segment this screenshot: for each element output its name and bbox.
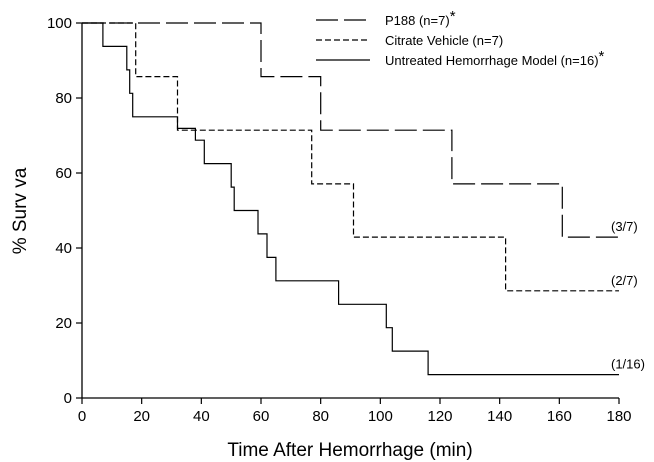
legend: P188 (n=7)* Citrate Vehicle (n=7)Untreate… [316, 8, 605, 68]
x-tick-label: 140 [487, 408, 512, 425]
y-tick-label: 0 [64, 390, 72, 407]
y-tick-label: 80 [55, 90, 72, 107]
x-tick-label: 40 [193, 408, 210, 425]
legend-entry: Untreated Hemorrhage Model (n=16)* [385, 48, 605, 68]
axes: 0 20 40 60 80 100 120 140 160 180 0 20 40 60 80 100 [47, 15, 632, 425]
x-tick-label: 0 [78, 408, 86, 425]
x-tick-label: 120 [427, 408, 452, 425]
x-axis-title: Time After Hemorrhage (min) [227, 440, 472, 461]
x-tick-label: 60 [253, 408, 270, 425]
series-end-label: (1/16) [611, 357, 645, 372]
x-tick-label: 180 [606, 408, 631, 425]
x-tick-label: 100 [368, 408, 393, 425]
y-tick-label: 60 [55, 165, 72, 182]
series-lines [82, 22, 619, 376]
series-end-label: (2/7) [611, 273, 638, 288]
y-tick-label: 20 [55, 315, 72, 332]
axis-titles: Time After Hemorrhage (min) % Surv va (3… [10, 167, 645, 461]
series-line-1 [82, 22, 619, 238]
series-line-3 [82, 22, 619, 376]
x-tick-label: 160 [547, 408, 572, 425]
y-axis-title: % Surv va [10, 167, 31, 254]
series-end-label: (3/7) [611, 219, 638, 234]
y-tick-label: 100 [47, 15, 72, 32]
legend-entry: P188 (n=7)* [385, 8, 456, 28]
y-tick-label: 40 [55, 240, 72, 257]
legend-entry: Citrate Vehicle (n=7) [385, 33, 503, 48]
x-tick-label: 20 [133, 408, 150, 425]
series-line-2 [82, 22, 619, 292]
x-tick-label: 80 [312, 408, 329, 425]
